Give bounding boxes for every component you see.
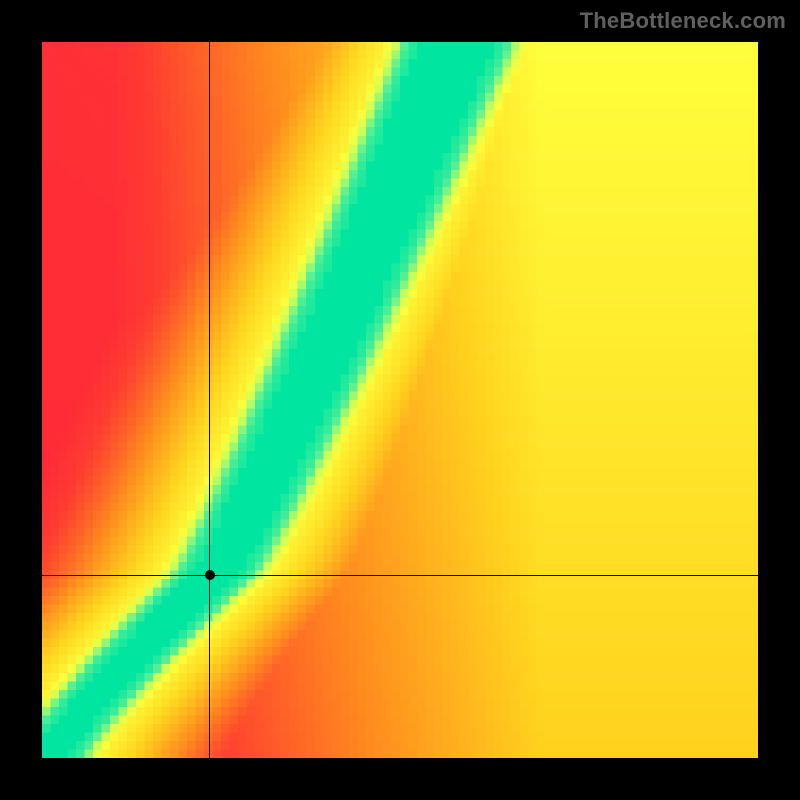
crosshair-horizontal [42,575,758,576]
watermark-text: TheBottleneck.com [580,8,786,34]
crosshair-vertical [209,42,210,758]
crosshair-dot [205,570,215,580]
chart-container: TheBottleneck.com [0,0,800,800]
heatmap-canvas [42,42,758,758]
